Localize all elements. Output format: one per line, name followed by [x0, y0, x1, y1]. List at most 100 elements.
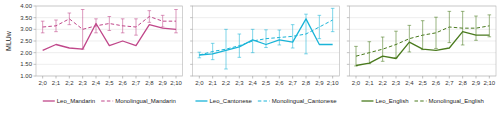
y-tick: [347, 41, 350, 42]
plot-frame: [349, 6, 496, 76]
marks: [41, 10, 178, 51]
x-tick: [449, 76, 450, 79]
x-tick-label: 2;2: [378, 80, 387, 86]
x-tick-label: 2;7: [288, 80, 297, 86]
x-tick: [136, 76, 137, 79]
grid-line: [349, 17, 496, 18]
x-tick: [42, 76, 43, 79]
legend: Leo_MandarinMonolingual_Mandarin: [43, 98, 176, 104]
x-tick-label: 2;1: [52, 80, 61, 86]
legend-label: Leo_Cantonese: [209, 98, 252, 104]
y-tick: [347, 52, 350, 53]
x-tick: [212, 76, 213, 79]
legend-label: Leo_Mandarin: [57, 98, 95, 104]
x-tick-label: 2;2: [65, 80, 74, 86]
legend-label: Monolingual_English: [428, 98, 483, 104]
x-tick: [176, 76, 177, 79]
y-tick: [190, 17, 193, 18]
x-tick-label: 2;4: [248, 80, 257, 86]
x-tick-label: 2;6: [275, 80, 284, 86]
legend-handle: [101, 101, 113, 102]
x-tick: [82, 76, 83, 79]
legend-handle: [414, 101, 426, 102]
x-tick: [332, 76, 333, 79]
x-tick: [292, 76, 293, 79]
y-tick: [34, 52, 37, 53]
x-tick: [199, 76, 200, 79]
x-tick: [239, 76, 240, 79]
series-line: [356, 32, 489, 66]
x-tick: [306, 76, 307, 79]
y-tick-label: 3.50: [20, 15, 32, 21]
y-tick: [34, 76, 37, 77]
legend-label: Monolingual_Cantonese: [272, 98, 337, 104]
y-tick: [190, 41, 193, 42]
legend: Leo_Cantonese Monolingual_Cantonese: [195, 98, 337, 104]
x-tick-label: 2;8: [458, 80, 467, 86]
y-tick-label: 3.00: [20, 26, 32, 32]
plot-frame: [36, 6, 183, 76]
legend-handle: [258, 101, 270, 102]
legend-label: Leo_English: [375, 98, 408, 104]
x-tick: [436, 76, 437, 79]
x-tick: [409, 76, 410, 79]
x-tick-label: 2;8: [302, 80, 311, 86]
x-tick-label: 2;9: [315, 80, 324, 86]
x-tick-label: 2;2: [222, 80, 231, 86]
x-tick: [489, 76, 490, 79]
grid-line: [349, 64, 496, 65]
panel: 1.001.502.002.503.003.504.002;02;12;22;3…: [5, 3, 183, 104]
x-tick: [462, 76, 463, 79]
x-tick-label: 2;10: [170, 80, 182, 86]
series-line: [43, 17, 176, 30]
grid-line: [36, 52, 183, 53]
y-tick-label: 4.00: [20, 3, 32, 9]
series-line: [199, 20, 332, 55]
x-tick: [56, 76, 57, 79]
legend-handle: [361, 100, 373, 101]
x-tick: [356, 76, 357, 79]
x-tick-label: 2;5: [105, 80, 114, 86]
x-tick-label: 2;7: [132, 80, 141, 86]
y-tick: [347, 64, 350, 65]
series-line: [356, 26, 489, 56]
y-tick: [347, 29, 350, 30]
figure: 1.001.502.002.503.003.504.002;02;12;22;3…: [0, 0, 500, 114]
plot-frame: [193, 6, 340, 76]
legend: Leo_English Monolingual_English: [361, 98, 483, 104]
x-tick: [476, 76, 477, 79]
x-tick: [69, 76, 70, 79]
error-bar: [318, 15, 322, 38]
x-tick-label: 2;1: [365, 80, 374, 86]
x-tick: [252, 76, 253, 79]
x-tick: [382, 76, 383, 79]
y-tick-label: 2.00: [20, 50, 32, 56]
panel: 2;02;12;22;32;42;52;62;72;82;92;10Leo_Ca…: [190, 6, 339, 104]
x-tick-label: 2;4: [405, 80, 414, 86]
x-tick-label: 2;5: [418, 80, 427, 86]
y-tick: [190, 29, 193, 30]
x-tick-label: 2;10: [327, 80, 339, 86]
error-bar: [68, 13, 72, 25]
y-tick-label: 1.00: [20, 73, 32, 79]
x-tick-label: 2;3: [78, 80, 87, 86]
y-axis-label: MLUw: [5, 30, 12, 51]
y-tick-label: 2.50: [20, 38, 32, 44]
grid-line: [193, 17, 340, 18]
x-tick-label: 2;8: [145, 80, 154, 86]
x-tick: [266, 76, 267, 79]
grid-line: [36, 64, 183, 65]
x-tick-label: 2;6: [432, 80, 441, 86]
x-tick: [319, 76, 320, 79]
x-tick: [149, 76, 150, 79]
x-tick: [109, 76, 110, 79]
series-line: [43, 24, 176, 51]
x-tick-label: 2;10: [483, 80, 495, 86]
x-tick-label: 2;1: [208, 80, 217, 86]
legend-handle: [195, 100, 207, 101]
y-tick: [190, 6, 193, 7]
x-tick-label: 2;0: [38, 80, 47, 86]
x-tick: [122, 76, 123, 79]
y-tick: [34, 29, 37, 30]
y-tick: [34, 17, 37, 18]
